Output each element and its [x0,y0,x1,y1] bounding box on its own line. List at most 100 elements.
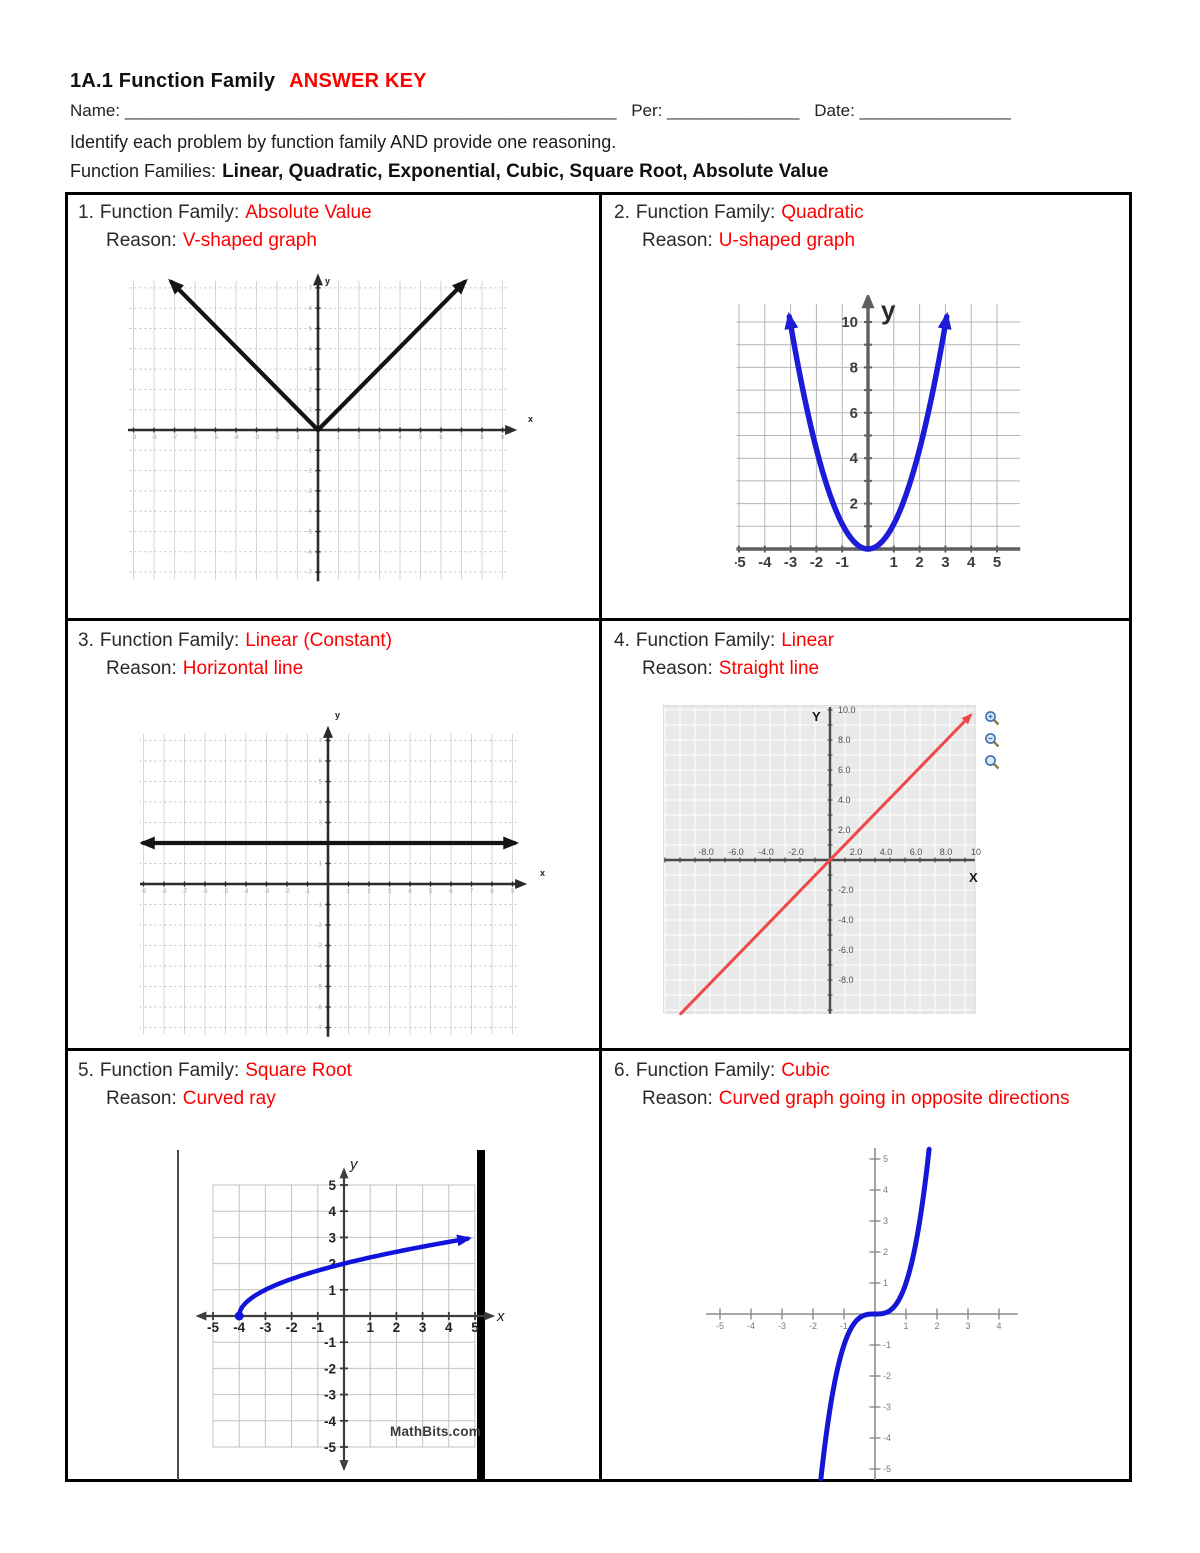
tick-label: 4 [967,554,976,571]
answer-family: Linear [781,630,835,651]
tick-label: 3 [965,1321,970,1331]
tick-label: 6 [850,405,858,422]
tick-label: 5 [309,327,313,333]
tick-label: 5 [319,780,323,786]
tick-label: -5 [307,530,313,536]
tick-label: 6.0 [838,765,851,775]
function-family-label: Function Family: [635,1060,776,1081]
tick-label: 10 [971,847,981,857]
tick-label: -5 [317,985,323,991]
name-label: Name: [70,101,121,120]
constant-line-graph-svg: -9 -8 -7 -6 -5 -4 -3 -2 -1 1 2 3 4 5 6 7 8 97654321-1-2-3… [140,710,545,1037]
tick-label: 6.0 [910,847,923,857]
problem-1-heading: 1. Function Family: Absolute Value [78,202,372,224]
problem-4-reason: Reason: Straight line [642,658,819,680]
tick-label: 4 [309,347,313,353]
problem-3-heading: 3. Function Family: Linear (Constant) [78,630,392,652]
tick-label: -7 [317,1026,323,1032]
tick-label: -3 [883,1402,891,1412]
function-family-label: Function Family: [99,202,240,223]
tick-label: -6 [202,889,208,895]
tick-label: -6.0 [838,945,854,955]
tick-label: -1 [883,1340,891,1350]
function-curve [818,1146,932,1482]
tick-label: -2.0 [788,847,804,857]
tick-label: -2 [307,469,313,475]
axis-arrow [323,725,333,738]
tick-label: -1 [840,1321,848,1331]
families-list: Linear, Quadratic, Exponential, Cubic, S… [222,161,829,182]
tick-label: -5 [324,1440,336,1455]
axis-name-label: y [335,710,340,720]
problem-5-heading: 5. Function Family: Square Root [78,1060,352,1082]
tick-label: -6.0 [728,847,744,857]
tick-label: 4 [319,800,323,806]
tick-label: 9 [511,889,515,895]
function-family-label: Function Family: [635,630,776,651]
curve-start-point [234,1311,244,1321]
reason-label: Reason: [106,1088,177,1109]
tick-label: 1 [890,554,898,571]
tick-label: 2 [393,1320,401,1335]
answer-family: Absolute Value [245,202,372,223]
tick-label: 1 [337,435,341,441]
problem-number: 2. [614,202,630,223]
reason-label: Reason: [642,658,713,679]
tick-label: -9 [131,435,137,441]
tick-label: 4 [445,1320,453,1335]
tick-label: -4 [233,1320,245,1335]
curve-arrow [140,836,155,850]
answer-family: Square Root [245,1060,352,1081]
tick-label: -7 [172,435,178,441]
tick-label: 2 [850,496,858,513]
function-curve [236,1236,470,1319]
reason-label: Reason: [106,230,177,251]
tick-label: -8 [151,435,157,441]
tick-label: 7 [319,739,323,745]
tick-label: 3 [328,1230,336,1245]
tick-label: 8 [850,359,858,376]
tick-label: 2 [328,1257,336,1272]
tick-label: 9 [501,435,505,441]
tick-label: -1 [305,889,311,895]
tick-label: -4 [747,1321,755,1331]
tick-label: 1 [309,408,313,414]
tick-label: -5 [223,889,229,895]
tick-label: -3 [254,435,260,441]
axis-name-label: x [528,414,533,424]
tick-label: -3 [784,554,797,571]
tick-label: 3 [378,435,382,441]
tick-label: 4 [996,1321,1001,1331]
tick-label: -3 [264,889,270,895]
tick-label: -3 [259,1320,271,1335]
tick-label: 4 [328,1204,336,1219]
tick-label: -4 [758,554,772,571]
tick-label: -6 [192,435,198,441]
tick-label: -4 [317,964,323,970]
tick-label: -7 [182,889,188,895]
tick-label: -4 [243,889,249,895]
problem-number: 6. [614,1060,630,1081]
tick-label: 7 [309,286,313,292]
answer-reason: Horizontal line [182,658,304,679]
tick-label: 2 [357,435,361,441]
curve-arrow [961,713,973,725]
axis-name-label: x [496,1308,505,1325]
axis-name-label: x [540,868,545,878]
answer-reason: Curved graph going in opposite direction… [718,1088,1070,1109]
tick-label: -3 [778,1321,786,1331]
tick-label: 5 [993,554,1001,571]
tick-label: -2.0 [838,885,854,895]
tick-label: -2 [810,554,823,571]
function-curve [169,279,467,433]
function-family-label: Function Family: [99,630,240,651]
axis-arrow [339,1167,349,1179]
tick-label: 2 [883,1247,888,1257]
reason-label: Reason: [642,230,713,251]
problem-number: 4. [614,630,630,651]
date-blank: ________________ [859,101,1011,120]
tick-label: 4.0 [838,795,851,805]
zoom-out-icon [984,732,1001,749]
tick-label: -3 [324,1388,336,1403]
tick-label: 2.0 [850,847,863,857]
